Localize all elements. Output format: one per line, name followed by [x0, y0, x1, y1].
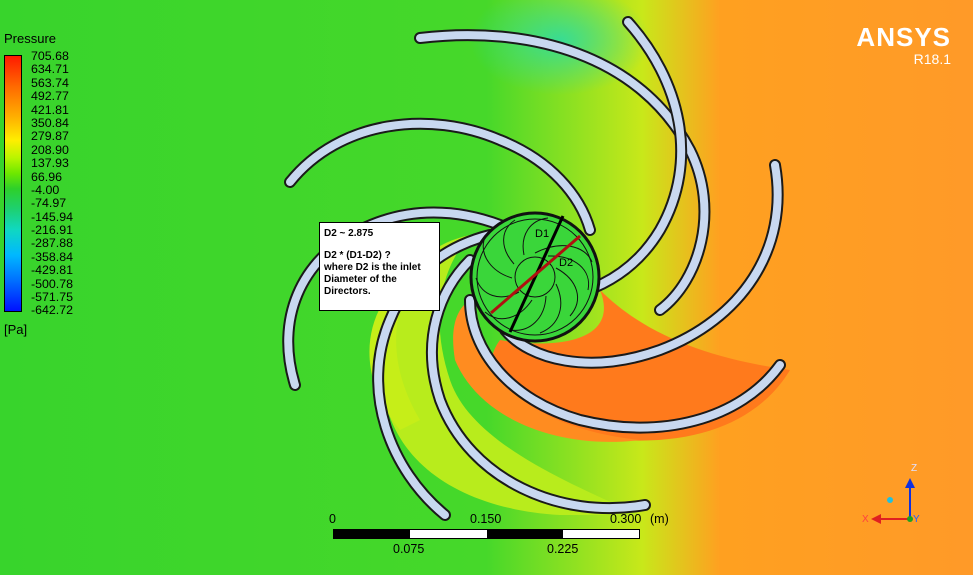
pressure-colorbar — [4, 55, 22, 312]
legend-value: 137.93 — [31, 156, 69, 171]
legend-value: -358.84 — [31, 249, 74, 264]
vane — [374, 231, 494, 519]
d2-diameter-line — [490, 234, 581, 315]
brand-version: R18.1 — [913, 51, 951, 67]
ansys-logo: ANSYS R18.1 — [856, 23, 951, 67]
legend-value: -571.75 — [31, 290, 74, 305]
scale-label-top: 0 — [329, 512, 336, 526]
scale-label-bottom: 0.075 — [393, 542, 425, 556]
impeller — [469, 211, 601, 343]
legend-value: 279.87 — [31, 129, 69, 144]
legend-value: -4.00 — [31, 182, 60, 197]
note-line: Directors. — [324, 286, 371, 297]
guide-vanes — [282, 16, 786, 521]
d2-label: D2 — [559, 257, 573, 269]
axis-z-label: Z — [911, 463, 917, 474]
legend-value: 421.81 — [31, 102, 69, 117]
legend-value: -429.81 — [31, 263, 74, 278]
legend-unit: [Pa] — [4, 322, 28, 337]
scale-unit: (m) — [650, 512, 669, 526]
note-line: D2 * (D1-D2) ? — [324, 250, 391, 261]
legend-value: -642.72 — [31, 303, 74, 318]
brand-name: ANSYS — [856, 22, 951, 52]
legend-value: -74.97 — [31, 196, 67, 211]
scale-label-top: 0.150 — [470, 512, 502, 526]
vane — [466, 296, 784, 432]
legend-value: -500.78 — [31, 276, 74, 291]
orange-flow-region — [491, 290, 790, 441]
axis-triad: Z X Y — [862, 463, 920, 525]
legend-value: -216.91 — [31, 223, 74, 238]
legend-value: -287.88 — [31, 236, 74, 251]
legend-labels: 705.68 634.71 563.74 492.77 421.81 350.8… — [31, 49, 74, 318]
note-line: where D2 is the inlet — [324, 262, 421, 273]
scale-label-top: 0.300 — [610, 512, 642, 526]
note-line: Diameter of the — [324, 274, 397, 285]
legend-value: 563.74 — [31, 75, 69, 90]
legend-value: 208.90 — [31, 142, 69, 157]
note-line: D2 ~ 2.875 — [324, 228, 374, 239]
yellow-flow-region — [381, 235, 640, 515]
legend-value: 492.77 — [31, 89, 69, 104]
d1-label: D1 — [535, 228, 549, 240]
legend-value: 66.96 — [31, 169, 63, 184]
scale-bar — [333, 529, 640, 539]
annotation-textbox[interactable]: D2 ~ 2.875 D2 * (D1-D2) ? where D2 is th… — [319, 222, 440, 311]
legend-value: 634.71 — [31, 62, 69, 77]
legend-title: Pressure — [4, 31, 57, 46]
legend-value: 705.68 — [31, 49, 69, 63]
orange-flow-region-2 — [453, 300, 640, 442]
scale-label-bottom: 0.225 — [547, 542, 579, 556]
legend-value: 350.84 — [31, 115, 69, 130]
axis-y-label: Y — [913, 514, 920, 525]
legend-value: -145.94 — [31, 209, 74, 224]
vane — [501, 161, 782, 367]
axis-x-label: X — [862, 514, 869, 525]
vane — [428, 256, 649, 513]
vane — [286, 119, 594, 234]
